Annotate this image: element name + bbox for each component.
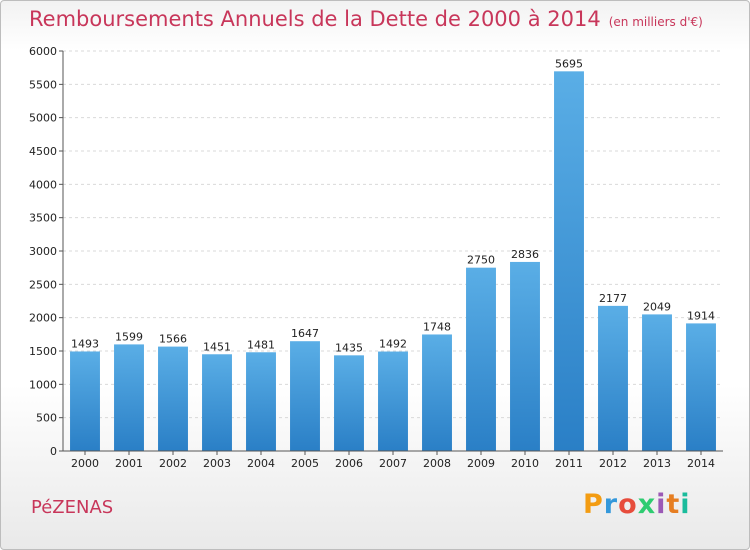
x-tick-label: 2001 — [115, 457, 143, 470]
bar-2012 — [598, 305, 628, 451]
x-tick-label: 2008 — [423, 457, 451, 470]
y-tick-label: 4000 — [29, 178, 57, 191]
bar-2000 — [70, 351, 100, 451]
brand-letter: x — [637, 489, 657, 520]
data-label-2001: 1599 — [115, 330, 143, 343]
bar-2006 — [334, 355, 364, 451]
bar-2002 — [158, 346, 188, 451]
x-tick-label: 2000 — [71, 457, 99, 470]
brand-letter: i — [680, 489, 691, 520]
y-tick-label: 6000 — [29, 45, 57, 58]
bar-2008 — [422, 334, 452, 451]
bar-2007 — [378, 351, 408, 451]
bars: 1493 1599 1566 1451 1481 1647 1435 1492 1748 2750… — [70, 57, 716, 451]
y-tick-label: 5500 — [29, 78, 57, 91]
data-label-2004: 1481 — [247, 338, 275, 351]
x-tick-label: 2007 — [379, 457, 407, 470]
chart-subtitle: (en milliers d'€) — [608, 15, 703, 29]
data-label-2012: 2177 — [599, 292, 627, 305]
brand-letter: t — [666, 489, 681, 520]
x-tick-label: 2014 — [687, 457, 715, 470]
data-label-2000: 1493 — [71, 337, 99, 350]
brand-letter: r — [603, 489, 619, 520]
x-tick-label: 2004 — [247, 457, 275, 470]
data-label-2008: 1748 — [423, 320, 451, 333]
data-label-2010: 2836 — [511, 248, 539, 261]
x-tick-label: 2011 — [555, 457, 583, 470]
x-tick-label: 2009 — [467, 457, 495, 470]
x-tick-label: 2013 — [643, 457, 671, 470]
bar-2004 — [246, 352, 276, 451]
data-label-2013: 2049 — [643, 300, 671, 313]
x-tick-label: 2005 — [291, 457, 319, 470]
data-label-2003: 1451 — [203, 340, 231, 353]
data-label-2006: 1435 — [335, 341, 363, 354]
y-tick-label: 2500 — [29, 278, 57, 291]
bar-2014 — [686, 323, 716, 451]
data-label-2014: 1914 — [687, 309, 715, 322]
brand-letter: i — [656, 489, 667, 520]
data-label-2005: 1647 — [291, 327, 319, 340]
bar-2009 — [466, 267, 496, 451]
y-tick-label: 3000 — [29, 245, 57, 258]
bar-2013 — [642, 314, 672, 451]
x-tick-label: 2010 — [511, 457, 539, 470]
y-tick-label: 2000 — [29, 312, 57, 325]
x-tick-label: 2006 — [335, 457, 363, 470]
bar-2003 — [202, 354, 232, 451]
y-tick-label: 5000 — [29, 112, 57, 125]
data-label-2002: 1566 — [159, 333, 187, 346]
chart-title-text: Remboursements Annuels de la Dette de 20… — [29, 7, 601, 31]
data-label-2007: 1492 — [379, 338, 407, 351]
y-tick-label: 1000 — [29, 378, 57, 391]
y-tick-label: 1500 — [29, 345, 57, 358]
y-tick-label: 4500 — [29, 145, 57, 158]
y-tick-label: 3500 — [29, 212, 57, 225]
data-label-2011: 5695 — [555, 57, 583, 70]
x-axis: 2000 2001 2002 2003 2004 2005 2006 2007 2008 2009… — [63, 450, 723, 470]
brand-letter: o — [618, 489, 638, 520]
y-axis: 0 500 1000 1500 2000 2500 3000 3500 4000 4500 5000… — [29, 45, 64, 458]
y-tick-label: 500 — [36, 412, 57, 425]
x-tick-label: 2012 — [599, 457, 627, 470]
x-tick-label: 2002 — [159, 457, 187, 470]
bar-2011 — [554, 71, 584, 451]
brand-letter: P — [583, 489, 604, 520]
x-tick-label: 2003 — [203, 457, 231, 470]
bar-2010 — [510, 261, 540, 451]
y-tick-label: 0 — [50, 445, 57, 458]
bar-2001 — [114, 344, 144, 451]
town-name: PéZENAS — [31, 497, 114, 518]
chart-title: Remboursements Annuels de la Dette de 20… — [29, 7, 703, 31]
data-label-2009: 2750 — [467, 254, 495, 267]
proxiti-logo[interactable]: Proxiti — [583, 489, 691, 520]
bar-2005 — [290, 341, 320, 451]
